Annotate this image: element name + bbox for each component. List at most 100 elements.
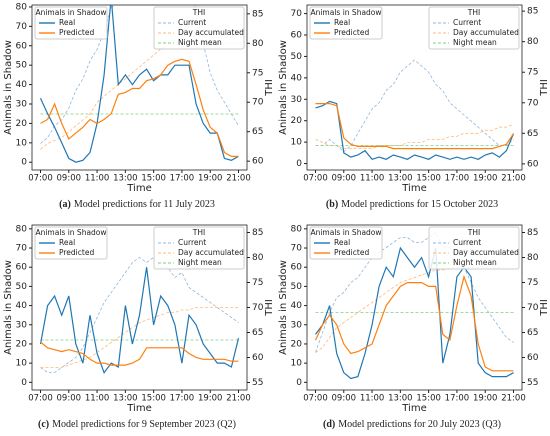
y-tick-label: 10 <box>291 359 303 369</box>
caption: (a) Model predictions for 11 July 2023 <box>59 199 215 210</box>
legend-label: Current <box>178 18 206 27</box>
x-tick-label: 19:00 <box>198 394 223 404</box>
legend-title: Animals in Shadow <box>35 8 106 17</box>
x-tick-label: 15:00 <box>416 394 441 404</box>
y-axis-label: Animals in Shadow <box>3 40 14 135</box>
panel: 07:00 09:00 11:00 13:00 15:00 17:00 19:00 21:00… <box>3 224 275 430</box>
legend-title: Animals in Shadow <box>310 228 381 237</box>
series-line <box>315 267 514 353</box>
caption-label: (d) <box>323 419 335 430</box>
y2-tick-label: 75 <box>252 68 263 78</box>
caption: (c) Model predictions for 9 September 202… <box>38 419 236 430</box>
y-tick-label: 60 <box>291 263 303 273</box>
series-line <box>315 100 515 160</box>
legend-label: Day accumulated <box>178 248 244 257</box>
y2-tick-label: 70 <box>527 303 539 313</box>
legend-box <box>428 226 520 270</box>
x-tick-label: 09:00 <box>332 174 357 184</box>
y-tick-label: 80 <box>291 224 303 234</box>
y2-tick-label: 75 <box>527 68 538 78</box>
caption-label: (a) <box>59 199 71 210</box>
y2-tick-label: 65 <box>527 328 538 338</box>
y2-tick-label: 60 <box>252 157 264 167</box>
y2-tick-label: 70 <box>252 303 264 313</box>
y-tick-label: 50 <box>291 52 303 62</box>
x-tick-label: 13:00 <box>113 394 138 404</box>
y2-axis-label: THI <box>539 79 550 97</box>
series-line <box>40 58 239 157</box>
x-tick-label: 11:00 <box>360 174 385 184</box>
caption-text: Model predictions for 15 October 2023 <box>341 199 498 210</box>
x-axis-label: Time <box>126 183 151 194</box>
y2-tick-label: 85 <box>527 228 538 238</box>
y2-tick-label: 80 <box>527 37 539 47</box>
x-tick-label: 11:00 <box>360 394 385 404</box>
caption-label: (c) <box>38 419 49 430</box>
legend-label: Real <box>59 238 75 247</box>
y2-tick-label: 60 <box>252 353 264 363</box>
legend-label: Night mean <box>453 258 497 267</box>
x-tick-label: 17:00 <box>445 174 470 184</box>
y-tick-label: 0 <box>21 158 27 168</box>
series-line <box>39 267 240 374</box>
y2-axis-label: THI <box>539 299 550 317</box>
x-tick-label: 13:00 <box>388 394 413 404</box>
legend-box <box>34 226 108 260</box>
legend-label: Night mean <box>453 38 497 47</box>
legend-label: Real <box>59 18 75 27</box>
x-tick-label: 19:00 <box>473 174 498 184</box>
series-line <box>315 59 514 153</box>
y-tick-label: 30 <box>16 320 28 330</box>
legend-box <box>153 226 245 270</box>
series-line <box>40 341 239 366</box>
x-tick-label: 11:00 <box>85 394 110 404</box>
legend-title: Animals in Shadow <box>310 8 381 17</box>
plot-frame <box>31 4 248 171</box>
caption-text: Model predictions for 11 July 2023 <box>74 199 215 210</box>
series-line <box>40 256 239 373</box>
legend-title: THI <box>467 228 480 237</box>
legend-label: Current <box>453 238 481 247</box>
series-line <box>315 123 514 149</box>
series-line <box>315 231 514 353</box>
y2-tick-label: 65 <box>252 127 263 137</box>
legend-box <box>309 6 383 40</box>
x-tick-label: 13:00 <box>388 174 413 184</box>
legend-label: Night mean <box>178 258 222 267</box>
y-tick-label: 0 <box>21 378 27 388</box>
legend-label: Current <box>178 238 206 247</box>
y2-tick-label: 85 <box>252 9 263 19</box>
x-tick-label: 07:00 <box>303 394 328 404</box>
y2-tick-label: 75 <box>252 278 263 288</box>
y2-tick-label: 85 <box>527 7 538 17</box>
panel: 07:00 09:00 11:00 13:00 15:00 17:00 19:00 21:00… <box>278 4 550 210</box>
x-tick-label: 21:00 <box>501 174 526 184</box>
x-tick-label: 09:00 <box>57 394 82 404</box>
y-axis-label: Animals in Shadow <box>278 40 289 135</box>
y2-tick-label: 70 <box>252 98 264 108</box>
y-tick-label: 10 <box>16 359 28 369</box>
y-tick-label: 70 <box>16 244 28 254</box>
x-tick-label: 21:00 <box>226 174 251 184</box>
y-tick-label: 10 <box>291 138 303 148</box>
caption-label: (b) <box>326 199 338 210</box>
legend-box <box>34 6 108 40</box>
x-tick-label: 15:00 <box>141 394 166 404</box>
y-tick-label: 60 <box>16 263 28 273</box>
y2-axis-label: THI <box>264 299 275 317</box>
y-tick-label: 20 <box>291 116 303 126</box>
y-tick-label: 70 <box>16 22 28 32</box>
legend-box <box>309 226 383 260</box>
y-tick-label: 40 <box>291 301 303 311</box>
legend-label: Predicted <box>334 28 369 37</box>
y-tick-label: 20 <box>16 339 28 349</box>
plot-frame <box>306 4 523 171</box>
y-tick-label: 30 <box>16 100 28 110</box>
caption-text: Model predictions for 20 July 2023 (Q3) <box>338 419 501 430</box>
y-tick-label: 30 <box>291 95 303 105</box>
series-line <box>40 42 239 150</box>
legend-title: THI <box>192 228 205 237</box>
x-tick-label: 11:00 <box>85 174 110 184</box>
x-tick-label: 15:00 <box>141 174 166 184</box>
